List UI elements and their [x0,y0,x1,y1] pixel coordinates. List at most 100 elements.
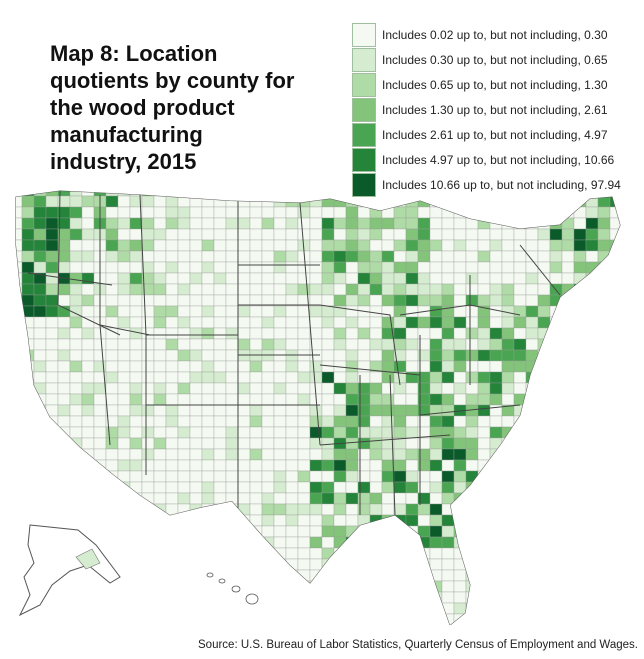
county-cell [309,294,323,307]
county-cell [345,558,359,571]
county-cell [622,317,634,328]
county-cell [213,470,227,483]
county-cell [357,228,371,241]
county-cell [477,602,491,615]
county-cell [537,481,551,494]
county-cell [177,217,191,230]
county-cell [393,459,407,472]
county-cell [16,250,23,263]
county-cell [237,503,251,516]
county-cell [585,327,599,340]
county-cell [441,536,455,549]
county-cell [105,481,119,494]
county-cell [609,261,620,274]
county-cell [153,437,167,450]
county-cell [573,525,587,538]
county-cell [201,272,215,285]
county-cell [465,327,479,340]
county-cell [381,459,395,472]
county-cell [273,283,287,296]
county-cell [45,514,59,527]
county-cell [393,261,407,274]
county-cell [561,371,575,384]
county-cell [33,437,47,450]
county-cell [225,261,239,274]
county-cell [249,338,263,351]
county-cell [213,360,227,373]
county-cell [381,591,395,604]
county-cell [201,382,215,395]
county-cell [165,195,179,208]
county-cell [549,206,563,219]
county-cell [369,371,383,384]
county-cell [369,191,383,197]
county-cell [297,360,311,373]
county-cell [622,394,634,405]
county-cell [129,272,143,285]
county-cell [81,613,95,625]
county-cell [405,547,419,560]
county-cell [609,448,620,461]
county-cell [573,602,587,615]
county-cell [225,393,239,406]
county-cell [213,393,227,406]
county-cell [525,206,539,219]
county-cell [141,503,155,516]
county-cell [261,360,275,373]
county-cell [321,195,335,208]
county-cell [57,250,71,263]
county-cell [201,195,215,208]
county-cell [573,191,587,197]
county-cell [501,558,515,571]
county-cell [561,470,575,483]
county-cell [189,327,203,340]
county-cell [93,415,107,428]
county-cell [189,492,203,505]
county-cell [513,437,527,450]
county-cell [381,569,395,582]
county-cell [381,195,395,208]
county-cell [141,492,155,505]
county-cell [417,547,431,560]
county-cell [333,191,347,197]
county-cell [549,239,563,252]
county-cell [45,272,59,285]
county-cell [622,416,634,427]
county-cell [453,239,467,252]
county-cell [201,360,215,373]
county-cell [357,580,371,593]
county-cell [333,206,347,219]
county-cell [249,580,263,593]
county-cell [345,569,359,582]
county-cell [16,426,23,439]
county-cell [622,185,634,196]
county-cell [477,206,491,219]
county-cell [297,514,311,527]
county-cell [201,525,215,538]
county-cell [165,250,179,263]
county-cell [81,305,95,318]
county-cell [129,349,143,362]
county-cell [465,415,479,428]
county-cell [45,195,59,208]
county-cell [513,448,527,461]
county-cell [129,547,143,560]
county-cell [357,283,371,296]
county-cell [609,481,620,494]
county-cell [285,191,299,197]
legend-item: Includes 1.30 up to, but not including, … [352,97,621,122]
county-cell [105,514,119,527]
county-cell [561,191,575,197]
county-cell [453,316,467,329]
source-note: Source: U.S. Bureau of Labor Statistics,… [198,639,638,651]
county-cell [405,525,419,538]
county-cell [117,382,131,395]
county-cell [393,481,407,494]
county-cell [381,261,395,274]
county-cell [513,316,527,329]
county-cell [381,470,395,483]
county-cell [105,591,119,604]
county-cell [33,195,47,208]
county-cell [33,404,47,417]
county-cell [273,382,287,395]
